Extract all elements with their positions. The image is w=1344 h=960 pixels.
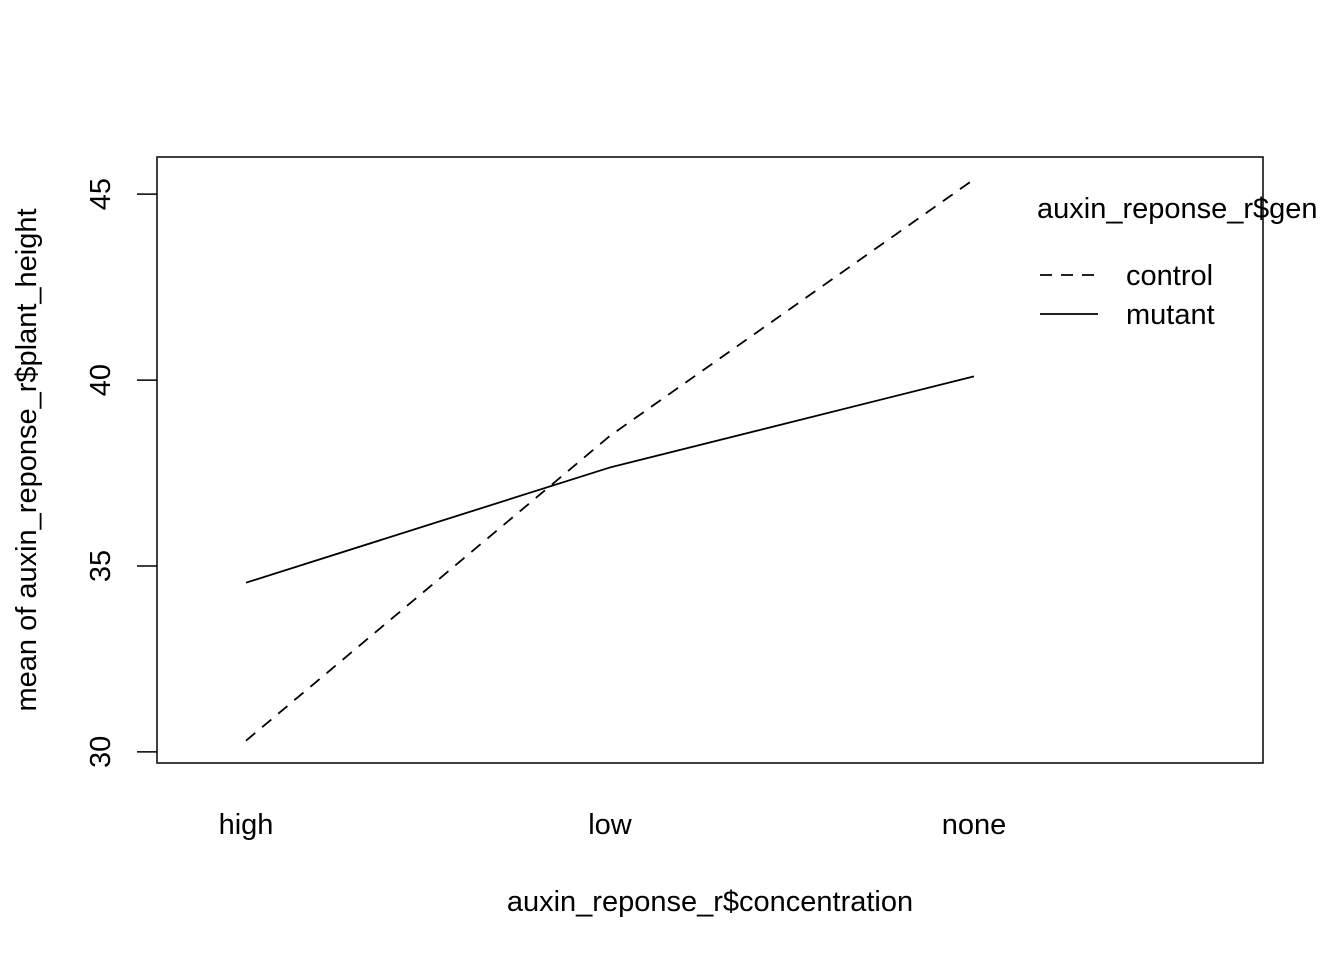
y-axis-label: mean of auxin_reponse_r$plant_height xyxy=(11,208,43,711)
plot-frame xyxy=(156,156,1264,764)
y-tick-label: 45 xyxy=(85,178,117,210)
legend-title: auxin_reponse_r$gen xyxy=(1037,193,1318,225)
x-tick-label: none xyxy=(942,809,1007,841)
legend: auxin_reponse_r$gen control mutant xyxy=(1037,193,1318,331)
x-tick-label: low xyxy=(588,809,633,841)
legend-label-mutant: mutant xyxy=(1126,299,1215,331)
y-axis: 30 35 40 45 xyxy=(85,178,157,768)
y-tick-label: 35 xyxy=(85,550,117,582)
x-tick-label: high xyxy=(219,809,274,841)
y-tick-label: 30 xyxy=(85,736,117,768)
series-layer xyxy=(245,178,975,742)
series-line-control xyxy=(245,178,975,742)
x-axis: high low none xyxy=(219,809,1007,841)
x-axis-label: auxin_reponse_r$concentration xyxy=(507,886,913,918)
legend-label-control: control xyxy=(1126,260,1213,292)
y-tick-label: 40 xyxy=(85,364,117,396)
series-line-mutant xyxy=(245,375,975,584)
